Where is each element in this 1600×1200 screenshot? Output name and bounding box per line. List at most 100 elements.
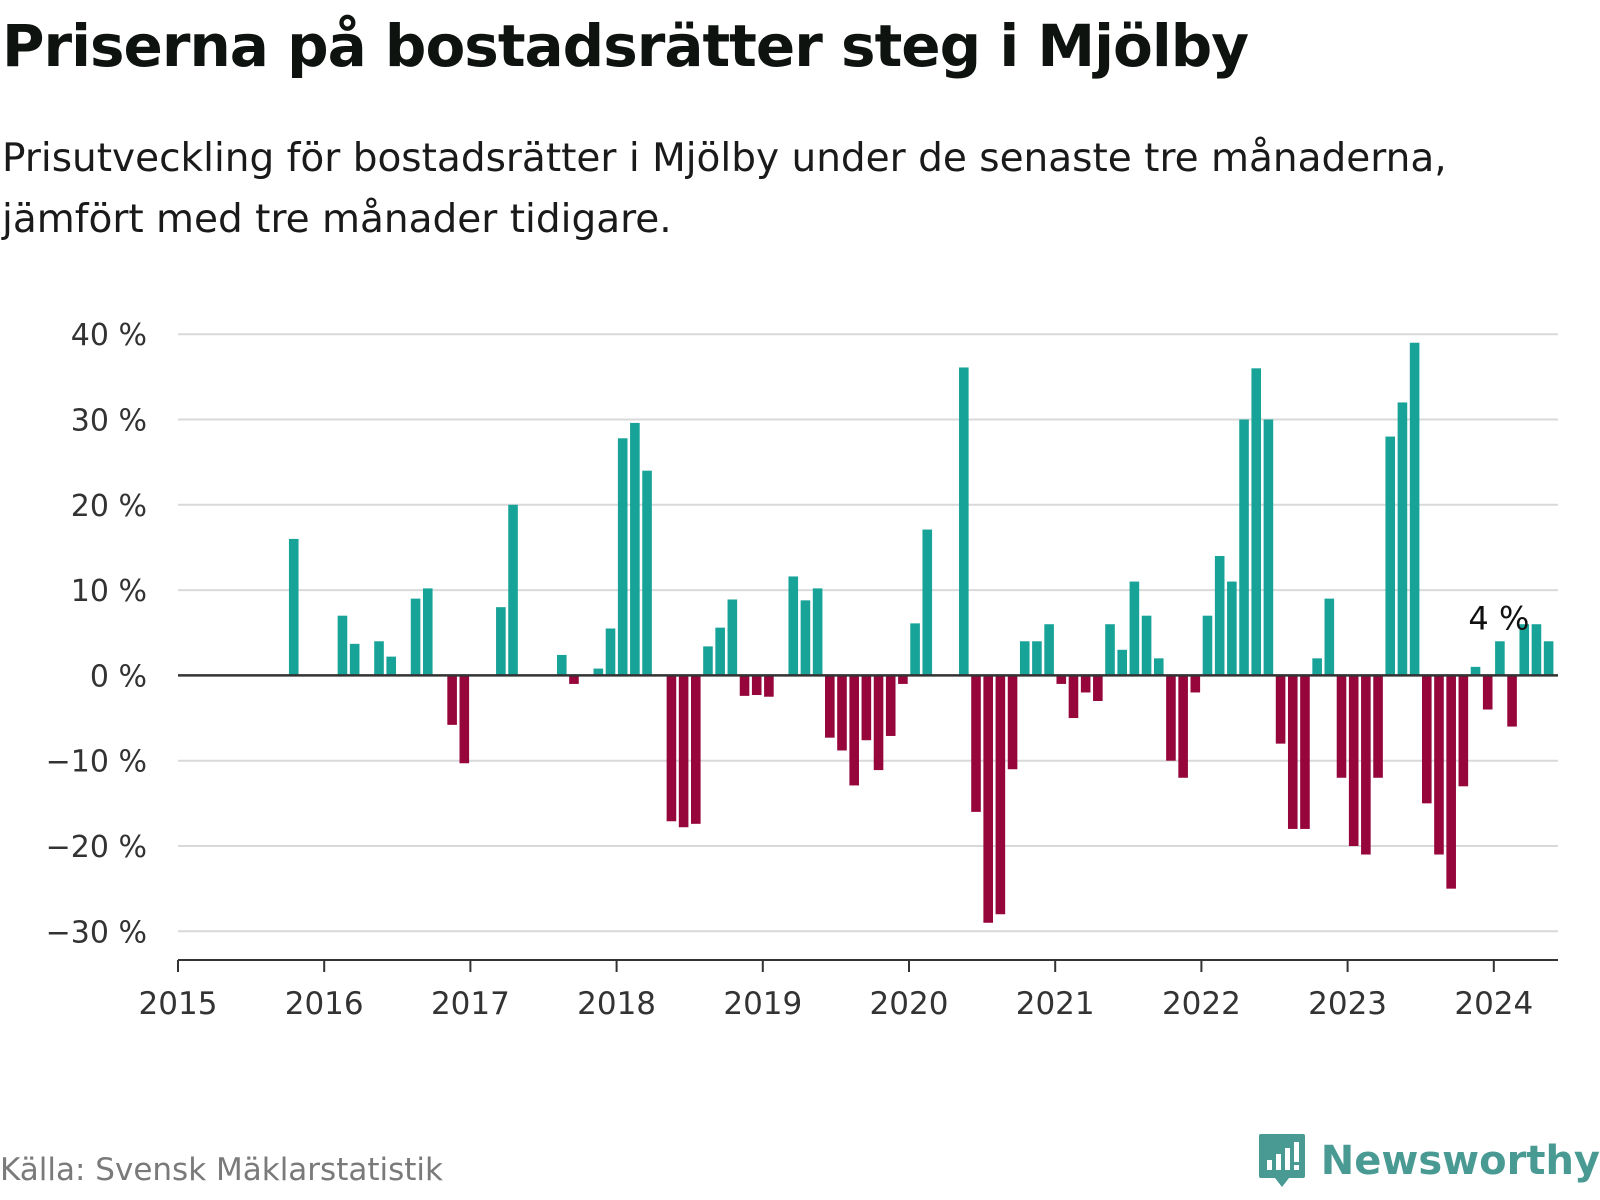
bar <box>1056 675 1067 684</box>
x-tick-label: 2021 <box>1016 986 1095 1020</box>
y-tick-label: −30 % <box>46 915 147 950</box>
bar <box>764 675 774 697</box>
source-note: Källa: Svensk Mäklarstatistik <box>0 1152 443 1188</box>
bar <box>1153 658 1164 676</box>
bar <box>1129 581 1140 676</box>
bar <box>1117 649 1128 676</box>
bar <box>1324 598 1335 676</box>
bar <box>837 675 847 751</box>
bar <box>861 675 872 741</box>
y-tick-label: 10 % <box>71 574 147 609</box>
x-tick-label: 2022 <box>1162 986 1241 1020</box>
bar <box>459 675 470 764</box>
newsworthy-logo[interactable]: Newsworthy <box>1257 1132 1600 1190</box>
bar <box>727 599 738 676</box>
annotations: 4 % <box>1468 599 1529 637</box>
bar-chart: 40 %30 %20 %10 %0 %−10 %−20 %−30 % 2015 2… <box>46 318 1558 1020</box>
bar <box>812 588 823 676</box>
bar <box>1263 419 1274 676</box>
bar <box>1300 675 1310 829</box>
bar <box>1214 555 1225 676</box>
bar <box>983 675 993 923</box>
bar <box>1202 615 1213 676</box>
bar <box>556 654 567 676</box>
x-axis: 2015 2016 2017 2018 2019 2020 2021 2022 2023 2024 <box>139 959 1558 1020</box>
y-tick-label: 20 % <box>71 489 147 524</box>
x-tick-label: 2016 <box>285 986 364 1020</box>
x-tick-label: 2018 <box>577 986 656 1020</box>
y-axis-labels: 40 % 30 % 20 % 10 % 0 % −10 % −20 % −30 % <box>46 318 147 950</box>
bar <box>1336 675 1347 778</box>
bar <box>1385 436 1396 676</box>
bar <box>825 675 835 738</box>
bar <box>1007 675 1018 770</box>
y-tick-label: −10 % <box>46 745 147 780</box>
bar <box>447 675 457 725</box>
chart-subtitle: Prisutveckling för bostadsrätter i Mjölb… <box>2 136 1447 242</box>
bar <box>1239 419 1249 676</box>
bar <box>898 675 908 684</box>
bar <box>1373 675 1383 778</box>
bar <box>1068 675 1079 719</box>
bar <box>1093 675 1103 701</box>
bar <box>349 643 360 676</box>
bar <box>1361 675 1371 855</box>
bar <box>715 627 725 676</box>
bar <box>374 641 384 676</box>
bar <box>885 675 896 736</box>
bar <box>971 675 981 812</box>
bars <box>288 342 1554 923</box>
bar <box>1166 675 1176 761</box>
bar <box>690 675 701 824</box>
brand-name: Newsworthy <box>1320 1138 1600 1184</box>
bar <box>337 615 348 676</box>
newsworthy-icon <box>1258 1134 1305 1187</box>
bar <box>1105 624 1115 676</box>
bar <box>617 438 628 676</box>
x-tick-label: 2020 <box>870 986 949 1020</box>
bar <box>666 675 677 822</box>
bar <box>800 600 811 676</box>
chart-title: Priserna på bostadsrätter steg i Mjölby <box>2 12 1249 80</box>
bar <box>1397 402 1408 676</box>
y-tick-label: −20 % <box>46 830 147 865</box>
bar <box>1421 675 1432 804</box>
bar <box>1141 615 1152 676</box>
bar <box>1446 675 1456 889</box>
x-tick-label: 2024 <box>1454 986 1533 1020</box>
bar <box>873 675 884 771</box>
bar <box>1470 666 1481 676</box>
bar <box>1458 675 1469 787</box>
bar <box>508 504 518 676</box>
bar <box>678 675 689 828</box>
x-tick-label: 2023 <box>1308 986 1387 1020</box>
bar <box>1348 675 1359 846</box>
bar <box>1287 675 1298 829</box>
bar <box>569 675 579 684</box>
bar <box>739 675 750 696</box>
bar <box>1434 675 1444 855</box>
x-tick-label: 2019 <box>723 986 802 1020</box>
bar <box>386 656 397 676</box>
bar <box>410 598 421 676</box>
bar <box>1080 675 1091 693</box>
bar <box>496 607 506 676</box>
value-annotation: 4 % <box>1468 599 1529 637</box>
grid-lines <box>178 333 1558 933</box>
bar <box>788 576 799 676</box>
bar <box>1019 641 1030 676</box>
bar <box>995 675 1006 915</box>
bar <box>849 675 859 786</box>
bar <box>1507 675 1517 727</box>
bar <box>1495 641 1505 676</box>
bar <box>593 668 604 676</box>
bar <box>1044 624 1054 676</box>
bar <box>1482 675 1493 710</box>
bar <box>1531 624 1542 676</box>
bar <box>1409 342 1420 676</box>
y-tick-label: 40 % <box>71 318 147 353</box>
bar <box>422 588 433 676</box>
bar <box>630 422 640 676</box>
bar <box>1312 658 1322 676</box>
x-tick-label: 2017 <box>431 986 510 1020</box>
